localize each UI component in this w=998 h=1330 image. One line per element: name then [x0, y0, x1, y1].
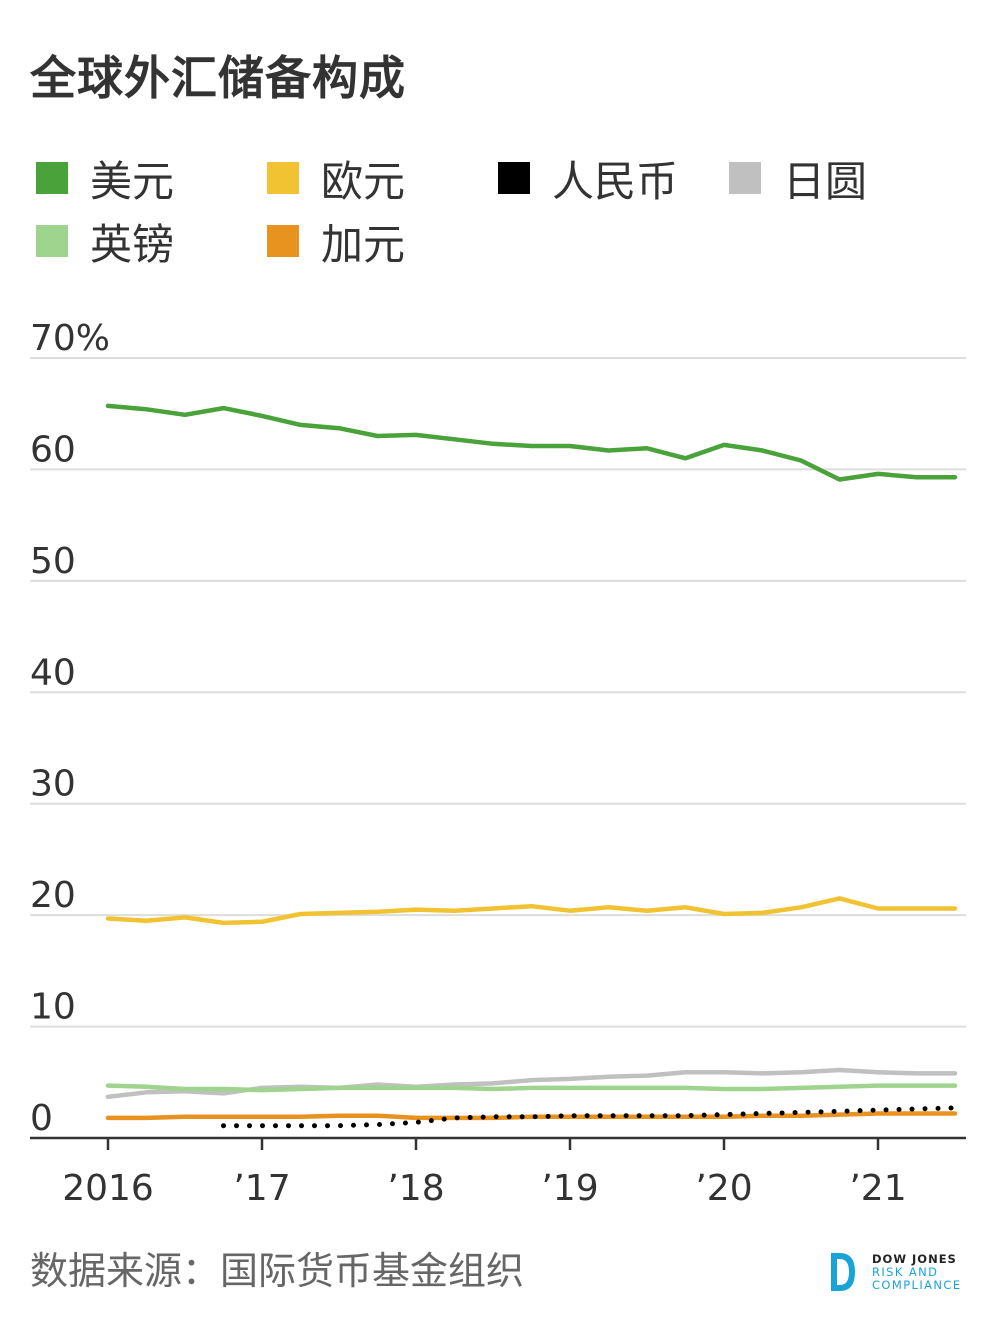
legend-swatch-cad [267, 225, 299, 257]
legend-item-cny: 人民币 [498, 153, 678, 206]
legend-item-jpy: 日圆 [729, 153, 867, 206]
logo-line-risk: RISK AND [872, 1264, 939, 1279]
x-tick-label: ’18 [387, 1168, 444, 1209]
dow-jones-logo: DOW JONES RISK AND COMPLIANCE [828, 1250, 962, 1294]
logo-line-dow-jones: DOW JONES [872, 1251, 957, 1266]
series-line-0 [105, 403, 958, 482]
legend-label-jpy: 日圆 [783, 156, 868, 206]
chart-title: 全球外汇储备构成 [30, 51, 406, 105]
legend-item-gbp: 英镑 [36, 216, 174, 269]
legend-swatch-jpy [729, 162, 761, 194]
series-line-1 [105, 896, 958, 926]
x-tick-label: 2016 [62, 1168, 154, 1209]
y-tick-label: 20 [30, 875, 76, 916]
legend-item-cad: 加元 [267, 216, 405, 269]
x-axis: 2016 ’17 ’18 ’19 ’20 ’21 [30, 1136, 966, 1209]
x-tick-label: ’17 [233, 1168, 290, 1209]
y-tick-label: 10 [30, 987, 76, 1028]
y-tick-label: 0 [30, 1098, 53, 1139]
series-line-4 [105, 1111, 958, 1121]
legend-label-gbp: 英镑 [90, 219, 175, 269]
legend-swatch-usd [36, 162, 68, 194]
legend-label-usd: 美元 [90, 156, 175, 206]
series-line-3 [105, 1083, 958, 1093]
legend-label-eur: 欧元 [321, 156, 406, 206]
x-tick-label: ’21 [849, 1168, 906, 1209]
y-tick-label: 30 [30, 764, 76, 805]
y-tick-label: 70% [30, 318, 110, 359]
x-tick-label: ’19 [541, 1168, 598, 1209]
y-tick-label: 60 [30, 429, 76, 470]
legend-item-eur: 欧元 [267, 153, 405, 206]
source-note: 数据来源：国际货币基金组织 [30, 1249, 525, 1293]
legend-item-usd: 美元 [36, 153, 174, 206]
gridlines [30, 357, 966, 1028]
legend-swatch-eur [267, 162, 299, 194]
legend-swatch-gbp [36, 225, 68, 257]
logo-line-compliance: COMPLIANCE [872, 1277, 962, 1292]
legend-label-cny: 人民币 [552, 156, 679, 206]
logo-wordmark: DOW JONES RISK AND COMPLIANCE [872, 1251, 962, 1292]
y-tick-label: 50 [30, 541, 76, 582]
y-tick-label: 40 [30, 652, 76, 693]
legend-swatch-cny [498, 162, 530, 194]
y-axis-ticks: 70% 60 50 40 30 20 10 0 [30, 318, 110, 1139]
x-tick-label: ’20 [695, 1168, 752, 1209]
series-lines [105, 403, 958, 1129]
dj-logo-icon [831, 1253, 855, 1291]
series-line-5 [221, 1105, 958, 1129]
legend-label-cad: 加元 [321, 219, 406, 269]
series-line-2 [105, 1067, 958, 1100]
